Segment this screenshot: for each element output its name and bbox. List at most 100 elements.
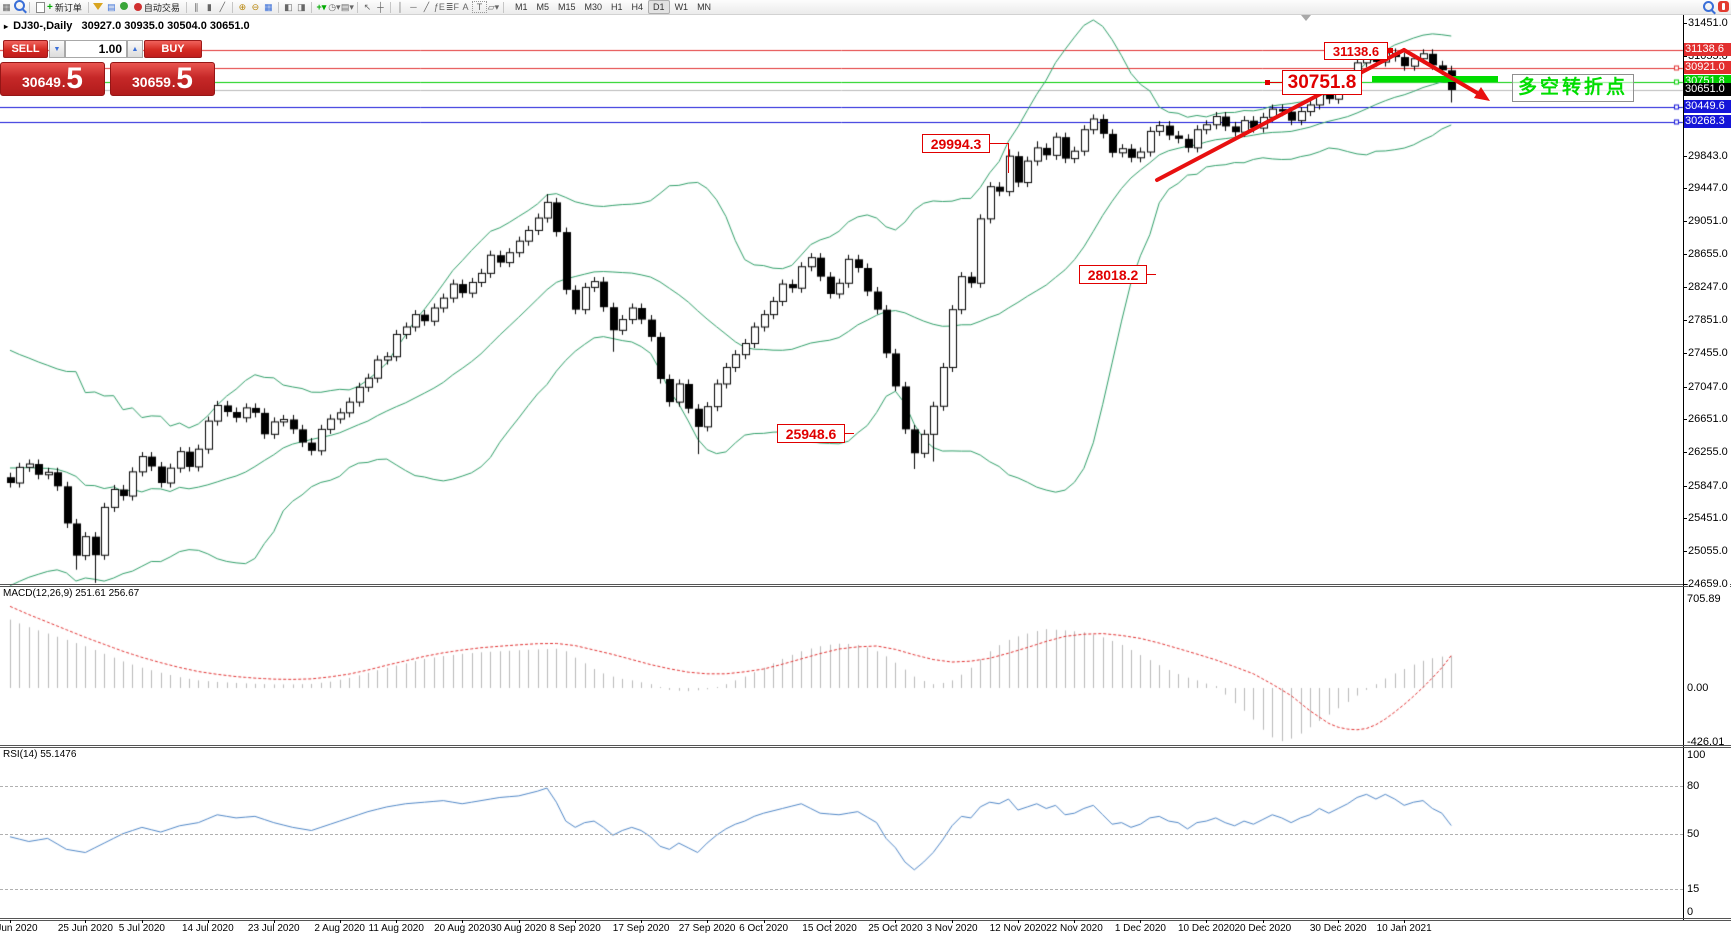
sell-price-panel[interactable]: 30649 . 5 — [0, 62, 105, 96]
profiles-icon[interactable]: ▤ — [107, 1, 116, 12]
vertical-line-icon[interactable]: │ — [397, 1, 404, 12]
search-icon[interactable] — [1703, 1, 1714, 12]
tile-windows-icon[interactable]: ▦ — [264, 1, 273, 12]
timeframe-D1[interactable]: D1 — [648, 0, 670, 14]
price-callout[interactable]: 30751.8 — [1282, 70, 1362, 95]
cascade-icon[interactable]: ◨ — [297, 1, 306, 12]
pane-separator — [0, 586, 1731, 587]
rsi-level-line — [0, 888, 1683, 890]
template-menu-icon[interactable]: ▤▾ — [340, 1, 354, 12]
date-axis-tick — [1404, 920, 1405, 923]
date-axis-tick — [396, 920, 397, 923]
separator — [231, 1, 233, 13]
date-axis-label: 6 Oct 2020 — [739, 923, 789, 934]
date-axis-label: 14 Jul 2020 — [181, 923, 234, 934]
bar-chart-icon[interactable]: ∥ — [194, 1, 199, 12]
date-axis-tick — [519, 920, 520, 923]
chart-window-icon[interactable]: ▦ — [2, 1, 11, 12]
sell-price-fraction: 5 — [66, 62, 83, 95]
date-axis-label: 10 Dec 2020 — [1177, 923, 1235, 934]
new-order-button[interactable]: + 新订单 — [33, 1, 85, 14]
callout-connector — [989, 142, 1009, 144]
price-line-badge: 30651.0 — [1684, 83, 1731, 97]
rsi-level-line — [0, 833, 1683, 835]
price-callout[interactable]: 28018.2 — [1079, 265, 1147, 284]
price-callout[interactable]: 29994.3 — [922, 134, 990, 153]
date-axis-tick — [340, 920, 341, 923]
add-indicator-icon[interactable]: +▾ — [316, 1, 327, 12]
preview-icon[interactable] — [13, 0, 26, 15]
timeframe-H1[interactable]: H1 — [611, 2, 623, 12]
arrange-icon[interactable]: ◧ — [284, 1, 293, 12]
trendline-icon[interactable]: ╱ — [423, 1, 430, 12]
chart-shift-marker[interactable] — [1301, 15, 1311, 21]
date-axis-label: 17 Sep 2020 — [612, 923, 670, 934]
timeframe-M15[interactable]: M15 — [557, 2, 576, 12]
notifications-icon[interactable] — [1718, 1, 1729, 12]
date-axis-label: 10 Jan 2021 — [1376, 923, 1432, 934]
ohlc-values: 30927.0 30935.0 30504.0 30651.0 — [81, 20, 250, 32]
line-chart-icon[interactable]: ╱ — [219, 1, 226, 12]
sell-price-main: 30649 — [22, 74, 61, 90]
buy-price-panel[interactable]: 30659 . 5 — [110, 62, 215, 96]
support-zone-bar[interactable] — [1372, 76, 1498, 82]
date-axis-label: 23 Jul 2020 — [247, 923, 300, 934]
sell-button[interactable]: SELL — [3, 40, 48, 58]
auto-trading-label: 自动交易 — [143, 2, 180, 13]
turning-point-note[interactable]: 多空转折点 — [1512, 74, 1635, 102]
fibonacci-icon[interactable]: ≣F — [445, 1, 459, 12]
signal-icon[interactable] — [118, 1, 131, 14]
zoom-in-icon[interactable]: ⊕ — [238, 1, 247, 12]
shapes-icon[interactable]: ▱▾ — [487, 1, 500, 12]
separator — [502, 1, 504, 13]
date-axis-tick — [830, 920, 831, 923]
date-axis-tick — [142, 920, 143, 923]
order-doc-icon — [36, 1, 45, 13]
symbol-period-label: DJ30-,Daily — [13, 20, 73, 32]
horizontal-line-icon[interactable]: ─ — [410, 1, 417, 12]
date-axis-label: 2 Aug 2020 — [314, 923, 365, 934]
candlestick-chart-icon[interactable]: ▮ — [206, 1, 212, 12]
buy-button[interactable]: BUY — [144, 40, 202, 58]
volume-input[interactable] — [65, 40, 127, 58]
pane-separator[interactable] — [0, 584, 1731, 585]
timeframe-M1[interactable]: M1 — [514, 2, 528, 12]
price-line-badge: 30268.3 — [1684, 114, 1731, 128]
date-axis-label: 15 Jun 2020 — [0, 923, 38, 934]
date-axis-label: 11 Aug 2020 — [368, 923, 424, 934]
separator — [277, 1, 279, 13]
macd-axis-label: 0.00 — [1687, 682, 1709, 694]
crosshair-icon[interactable]: ┼ — [377, 1, 384, 12]
rsi-level-line — [0, 786, 1683, 788]
macd-axis-label: -426.01 — [1687, 735, 1725, 748]
date-axis-label: 22 Nov 2020 — [1046, 923, 1103, 934]
text-label-icon[interactable]: T — [471, 1, 487, 13]
styler-icon[interactable] — [92, 1, 105, 14]
price-callout[interactable]: 25948.6 — [777, 424, 845, 443]
volume-up-button[interactable]: ▲ — [127, 40, 143, 58]
timeframe-M30[interactable]: M30 — [584, 2, 603, 12]
buy-price-fraction: 5 — [176, 62, 193, 95]
cursor-icon[interactable]: ↖ — [363, 1, 372, 12]
callout-connector — [844, 432, 854, 434]
timeframe-MN[interactable]: MN — [697, 2, 712, 12]
timeframe-H4[interactable]: H4 — [631, 2, 644, 12]
date-axis-label: 15 Oct 2020 — [802, 923, 857, 934]
volume-down-button[interactable]: ▼ — [49, 40, 65, 58]
zoom-out-icon[interactable]: ⊖ — [251, 1, 260, 12]
price-callout[interactable]: 31138.6 — [1324, 42, 1388, 60]
pane-separator — [0, 918, 1731, 919]
plus-icon: + — [47, 1, 53, 13]
timeframe-W1[interactable]: W1 — [674, 2, 689, 12]
timeframe-M5[interactable]: M5 — [536, 2, 549, 12]
price-axis-tick: 26651.0 — [1683, 413, 1730, 426]
pane-separator[interactable] — [0, 745, 1731, 746]
date-axis-label: 30 Aug 2020 — [490, 923, 547, 934]
equidistant-channel-icon[interactable]: ƒE — [433, 1, 445, 12]
date-axis-label: 25 Jun 2020 — [57, 923, 113, 934]
period-menu-icon[interactable]: ◷▾ — [328, 1, 341, 12]
date-axis-label: 20 Aug 2020 — [434, 923, 491, 934]
text-icon[interactable]: A — [462, 1, 469, 12]
auto-trading-button[interactable]: 自动交易 — [131, 1, 183, 14]
